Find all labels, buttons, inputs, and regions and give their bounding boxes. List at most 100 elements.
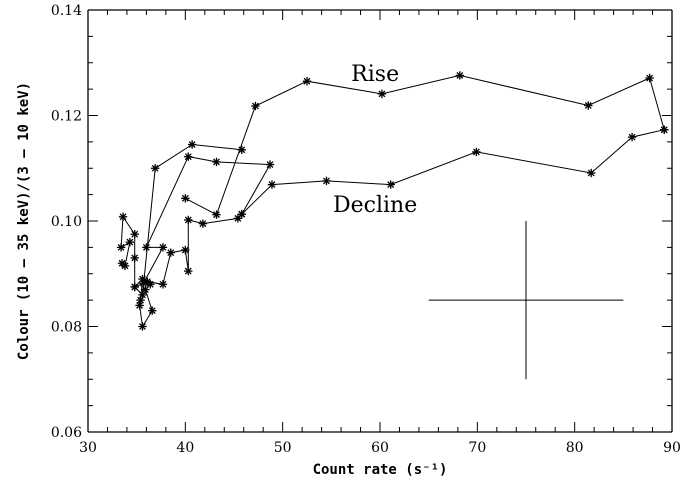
data-point [587, 168, 596, 178]
y-axis-title: Colour (10 – 35 keV)/(3 – 10 keV) [16, 82, 32, 360]
data-point-stroke [184, 216, 192, 224]
data-point [125, 237, 135, 247]
data-point-stroke [188, 141, 196, 148]
data-point [265, 160, 275, 169]
data-point-stroke [472, 148, 480, 156]
data-point-stroke [646, 74, 654, 82]
data-point [130, 229, 139, 239]
data-point-stroke [268, 181, 276, 189]
data-point-stroke [167, 249, 175, 257]
data-point [187, 140, 197, 149]
data-point [181, 245, 190, 255]
data-point [118, 212, 128, 221]
data-point-stroke [184, 153, 192, 161]
tick-marks [87, 9, 673, 433]
data-point [116, 243, 126, 252]
x-tick-label: 30 [79, 440, 97, 456]
data-point [455, 71, 465, 80]
data-point-stroke [238, 210, 246, 218]
data-point-stroke [184, 267, 192, 275]
x-axis-title: Count rate (s⁻¹) [313, 462, 448, 478]
data-point-stroke [199, 220, 207, 228]
data-point-stroke [456, 71, 464, 79]
data-point [150, 164, 160, 173]
data-point-stroke [584, 102, 592, 109]
data-point [184, 152, 193, 161]
data-point [138, 290, 147, 300]
data-point-stroke [159, 243, 167, 251]
data-point [184, 266, 193, 276]
data-point [142, 243, 151, 252]
error-bar [428, 221, 624, 380]
data-point [158, 243, 168, 252]
annotation-label: Decline [333, 193, 417, 218]
data-point-stroke [251, 102, 259, 110]
tick-labels: 30 40 50 60 70 80 90 0.06 0.08 0.10 0.12 0.14 [51, 3, 681, 456]
data-point-stroke [131, 254, 139, 262]
data-point-stroke [139, 323, 146, 330]
data-point [158, 280, 168, 289]
y-tick-label: 0.08 [51, 320, 82, 336]
data-point-stroke [660, 126, 668, 134]
series-line [120, 143, 271, 328]
data-point-stroke [181, 194, 189, 202]
data-point [184, 215, 193, 225]
data-point-stroke [131, 230, 139, 238]
data-point-stroke [139, 291, 146, 299]
y-tick-label: 0.14 [51, 3, 82, 19]
data-point [645, 73, 654, 83]
data-points [116, 71, 669, 331]
x-tick-label: 40 [176, 440, 194, 456]
annotation-label: Rise [351, 62, 399, 87]
data-point [660, 125, 669, 134]
data-point-stroke [587, 169, 595, 177]
data-point [166, 248, 175, 257]
data-point-stroke [378, 90, 386, 98]
series-line [241, 129, 665, 215]
x-tick-label: 70 [468, 440, 486, 456]
data-point-stroke [136, 301, 144, 309]
data-point [472, 147, 481, 157]
y-tick-label: 0.12 [51, 109, 82, 125]
data-point-stroke [142, 243, 150, 251]
data-point [138, 322, 147, 331]
data-point-stroke [628, 133, 636, 141]
data-point [237, 209, 246, 219]
data-point [251, 101, 260, 111]
data-point [237, 145, 246, 154]
data-point [198, 219, 208, 228]
data-point [386, 180, 395, 189]
data-point-stroke [238, 146, 246, 154]
data-point [130, 253, 139, 263]
x-tick-label: 50 [274, 440, 292, 456]
data-point [322, 176, 331, 186]
data-point-stroke [151, 164, 159, 172]
data-point [267, 180, 277, 189]
data-point [212, 157, 221, 167]
data-point-stroke [266, 161, 274, 168]
data-point-stroke [148, 307, 156, 315]
data-point-stroke [323, 177, 330, 185]
y-tick-label: 0.10 [51, 214, 82, 230]
data-point-stroke [181, 246, 189, 254]
x-tick-label: 90 [663, 440, 681, 456]
data-point-stroke [213, 158, 220, 166]
y-tick-label: 0.06 [51, 425, 82, 441]
data-point [181, 194, 190, 203]
data-point [135, 301, 144, 310]
data-point-stroke [117, 243, 125, 251]
x-tick-label: 60 [371, 440, 389, 456]
data-point [377, 89, 387, 99]
x-tick-label: 80 [566, 440, 584, 456]
data-point [212, 210, 221, 219]
data-point-stroke [159, 280, 167, 288]
series-line [185, 74, 665, 216]
data-point-stroke [126, 238, 134, 246]
data-point-stroke [387, 181, 395, 189]
data-point-stroke [303, 77, 311, 85]
data-point-stroke [141, 286, 149, 294]
data-point [139, 279, 148, 288]
data-point [584, 101, 593, 110]
data-point [302, 77, 312, 86]
